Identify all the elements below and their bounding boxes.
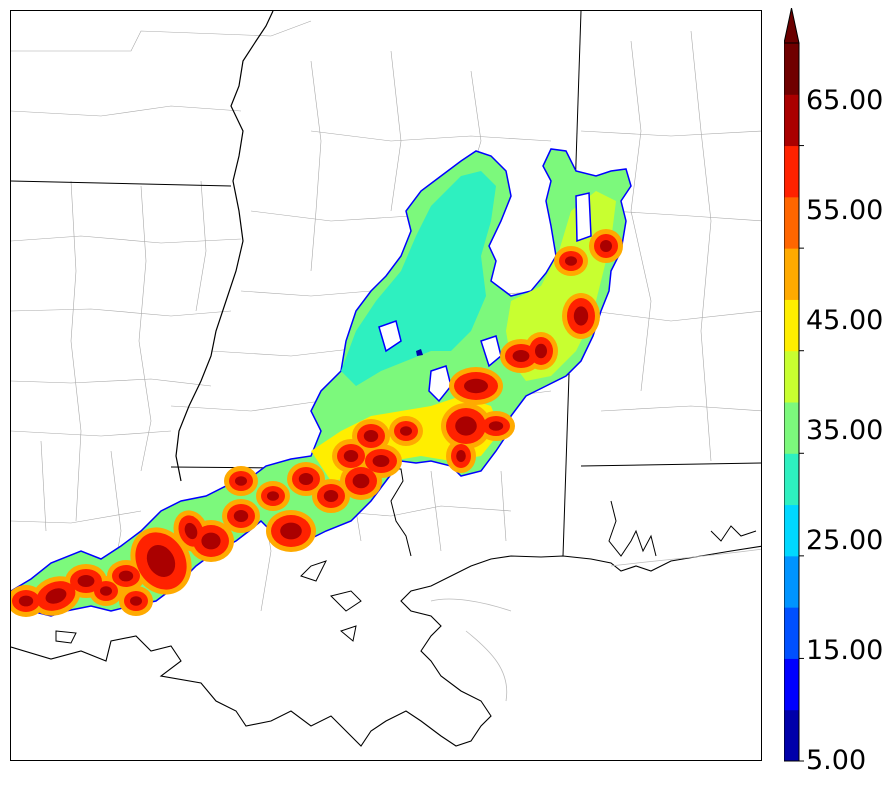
reflectivity-cell bbox=[600, 240, 612, 252]
colorbar-cell bbox=[784, 43, 799, 95]
colorbar-cell bbox=[784, 402, 799, 454]
radar-reflectivity-map bbox=[11, 11, 761, 747]
reflectivity-cell bbox=[464, 378, 488, 394]
colorbar-outline bbox=[784, 42, 800, 762]
reflectivity-cell bbox=[45, 588, 67, 604]
colorbar-tick-label: 45.00 bbox=[806, 305, 884, 336]
reflectivity-cell bbox=[488, 421, 504, 431]
reflectivity-field bbox=[11, 148, 632, 617]
reflectivity-cell bbox=[512, 350, 530, 362]
colorbar-tick-label: 35.00 bbox=[806, 415, 884, 446]
colorbar-cell bbox=[784, 658, 799, 711]
reflectivity-cell bbox=[267, 491, 279, 501]
colorbar-cell bbox=[784, 350, 799, 403]
colorbar-cell bbox=[784, 453, 799, 506]
colorbar-cell bbox=[784, 196, 799, 249]
reflectivity-cell bbox=[573, 306, 589, 326]
reflectivity-cell bbox=[372, 455, 390, 467]
reflectivity-cell bbox=[323, 490, 339, 502]
reflectivity-contour bbox=[575, 192, 592, 243]
reflectivity-contour bbox=[378, 320, 402, 353]
reflectivity-cell bbox=[400, 426, 412, 436]
reflectivity-contour bbox=[428, 365, 452, 403]
reflectivity-cell bbox=[535, 343, 547, 359]
reflectivity-contour bbox=[506, 191, 616, 381]
colorbar-tick-label: 65.00 bbox=[806, 85, 884, 116]
reflectivity-contour bbox=[416, 349, 423, 356]
reflectivity-cell bbox=[100, 586, 112, 596]
reflectivity-cell bbox=[184, 522, 198, 540]
reflectivity-contour bbox=[11, 148, 632, 617]
reflectivity-cell bbox=[363, 430, 379, 442]
county-boundaries bbox=[11, 20, 761, 612]
reflectivity-cell bbox=[146, 545, 176, 577]
reflectivity-cell bbox=[298, 473, 314, 485]
colorbar-tick-label: 25.00 bbox=[806, 525, 884, 556]
reflectivity-cell bbox=[456, 450, 466, 462]
colorbar-cell bbox=[784, 145, 799, 198]
colorbar-cell bbox=[784, 248, 799, 300]
reflectivity-cell bbox=[455, 416, 477, 436]
reflectivity-cell bbox=[233, 510, 249, 522]
colorbar-cell bbox=[784, 94, 799, 147]
reflectivity-cell bbox=[565, 256, 577, 266]
colorbar-tick-label: 15.00 bbox=[806, 635, 884, 666]
colorbar-tick-label: 55.00 bbox=[806, 195, 884, 226]
colorbar-tick-label: 5.00 bbox=[806, 745, 867, 776]
reflectivity-cell bbox=[118, 570, 134, 582]
reflectivity-cell bbox=[201, 532, 221, 550]
colorbar-cell bbox=[784, 709, 799, 762]
colorbar-cell bbox=[784, 299, 799, 352]
colorbar-cell bbox=[784, 555, 799, 608]
colorbar-extend-arrow bbox=[784, 8, 800, 44]
mississippi-river bbox=[175, 11, 274, 482]
reflectivity-cell bbox=[18, 595, 34, 607]
colorbar bbox=[784, 8, 804, 762]
reflectivity-cell bbox=[280, 522, 302, 540]
reflectivity-cell bbox=[352, 473, 370, 489]
reflectivity-cell bbox=[130, 596, 142, 606]
reflectivity-cell bbox=[235, 476, 247, 486]
colorbar-cell bbox=[784, 607, 799, 659]
gulf-coastline bbox=[11, 545, 761, 747]
reflectivity-cell bbox=[343, 450, 359, 462]
map-panel bbox=[10, 10, 762, 761]
reflectivity-cell bbox=[77, 575, 95, 587]
colorbar-cell bbox=[784, 504, 799, 557]
